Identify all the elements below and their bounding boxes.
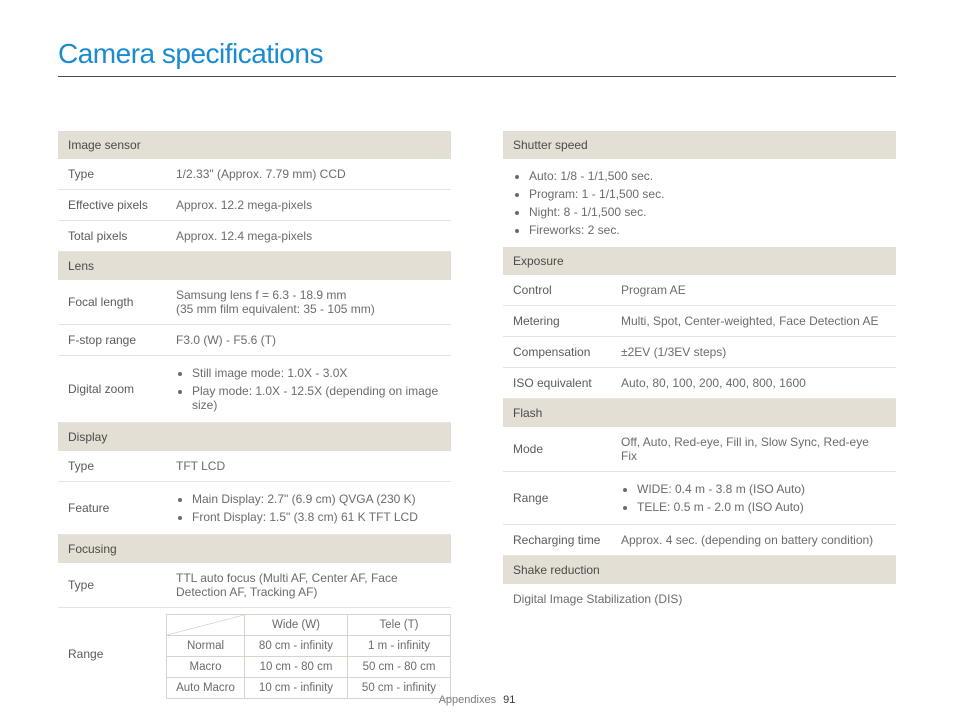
spec-value: 1/2.33" (Approx. 7.79 mm) CCD bbox=[166, 159, 451, 190]
spec-value: Samsung lens f = 6.3 - 18.9 mm (35 mm fi… bbox=[166, 280, 451, 325]
range-row-label: Macro bbox=[167, 657, 245, 678]
range-col-header: Tele (T) bbox=[348, 615, 451, 636]
spec-value: F3.0 (W) - F5.6 (T) bbox=[166, 325, 451, 356]
left-column: Image sensor Type1/2.33" (Approx. 7.79 m… bbox=[58, 131, 451, 699]
spec-key: Recharging time bbox=[503, 525, 611, 556]
page-number: 91 bbox=[503, 694, 515, 706]
bullet-item: Night: 8 - 1/1,500 sec. bbox=[529, 203, 886, 221]
spec-key: Effective pixels bbox=[58, 190, 166, 221]
bullet-item: Auto: 1/8 - 1/1,500 sec. bbox=[529, 167, 886, 185]
section-header: Flash bbox=[503, 399, 896, 428]
bullet-item: Front Display: 1.5" (3.8 cm) 61 K TFT LC… bbox=[192, 508, 441, 526]
spec-value: Auto, 80, 100, 200, 400, 800, 1600 bbox=[611, 368, 896, 399]
range-cell: 80 cm - infinity bbox=[245, 636, 348, 657]
spec-value: Multi, Spot, Center-weighted, Face Detec… bbox=[611, 306, 896, 337]
spec-value: Approx. 12.4 mega-pixels bbox=[166, 221, 451, 252]
spec-value: Wide (W) Tele (T) Normal 80 cm - infinit… bbox=[166, 608, 451, 700]
spec-value: WIDE: 0.4 m - 3.8 m (ISO Auto) TELE: 0.5… bbox=[611, 472, 896, 525]
range-blank-cell bbox=[167, 615, 245, 636]
spec-value: Still image mode: 1.0X - 3.0X Play mode:… bbox=[166, 356, 451, 423]
bullet-item: Main Display: 2.7" (6.9 cm) QVGA (230 K) bbox=[192, 490, 441, 508]
spec-key: Feature bbox=[58, 482, 166, 535]
bullet-item: Fireworks: 2 sec. bbox=[529, 221, 886, 239]
spec-key: ISO equivalent bbox=[503, 368, 611, 399]
spec-key: Metering bbox=[503, 306, 611, 337]
spec-key: F-stop range bbox=[58, 325, 166, 356]
range-table: Wide (W) Tele (T) Normal 80 cm - infinit… bbox=[166, 614, 451, 699]
spec-key: Type bbox=[58, 563, 166, 608]
section-header: Focusing bbox=[58, 535, 451, 564]
spec-key: Range bbox=[503, 472, 611, 525]
right-column: Shutter speed Auto: 1/8 - 1/1,500 sec. P… bbox=[503, 131, 896, 699]
spec-key: Focal length bbox=[58, 280, 166, 325]
bullet-item: WIDE: 0.4 m - 3.8 m (ISO Auto) bbox=[637, 480, 886, 498]
range-cell: 1 m - infinity bbox=[348, 636, 451, 657]
section-header: Shake reduction bbox=[503, 556, 896, 585]
bullet-item: Still image mode: 1.0X - 3.0X bbox=[192, 364, 441, 382]
spec-value: Approx. 12.2 mega-pixels bbox=[166, 190, 451, 221]
spec-value: ±2EV (1/3EV steps) bbox=[611, 337, 896, 368]
footer-label: Appendixes bbox=[439, 694, 497, 706]
spec-value: Digital Image Stabilization (DIS) bbox=[503, 584, 896, 616]
spec-value: Auto: 1/8 - 1/1,500 sec. Program: 1 - 1/… bbox=[503, 159, 896, 247]
spec-value: Off, Auto, Red-eye, Fill in, Slow Sync, … bbox=[611, 427, 896, 472]
spec-value: TFT LCD bbox=[166, 451, 451, 482]
spec-key: Compensation bbox=[503, 337, 611, 368]
spec-value: Program AE bbox=[611, 275, 896, 306]
content-columns: Image sensor Type1/2.33" (Approx. 7.79 m… bbox=[58, 131, 896, 699]
spec-table-right: Shutter speed Auto: 1/8 - 1/1,500 sec. P… bbox=[503, 131, 896, 616]
section-header: Exposure bbox=[503, 247, 896, 275]
section-header: Lens bbox=[58, 252, 451, 281]
spec-key: Total pixels bbox=[58, 221, 166, 252]
spec-key: Range bbox=[58, 608, 166, 700]
spec-table-left: Image sensor Type1/2.33" (Approx. 7.79 m… bbox=[58, 131, 451, 699]
range-col-header: Wide (W) bbox=[245, 615, 348, 636]
bullet-item: Program: 1 - 1/1,500 sec. bbox=[529, 185, 886, 203]
spec-key: Type bbox=[58, 451, 166, 482]
spec-value: TTL auto focus (Multi AF, Center AF, Fac… bbox=[166, 563, 451, 608]
section-header: Display bbox=[58, 423, 451, 452]
bullet-item: TELE: 0.5 m - 2.0 m (ISO Auto) bbox=[637, 498, 886, 516]
spec-key: Control bbox=[503, 275, 611, 306]
spec-value: Main Display: 2.7" (6.9 cm) QVGA (230 K)… bbox=[166, 482, 451, 535]
bullet-item: Play mode: 1.0X - 12.5X (depending on im… bbox=[192, 382, 441, 414]
spec-value: Approx. 4 sec. (depending on battery con… bbox=[611, 525, 896, 556]
spec-key: Mode bbox=[503, 427, 611, 472]
section-header: Shutter speed bbox=[503, 131, 896, 159]
page-footer: Appendixes 91 bbox=[0, 694, 954, 706]
range-row-label: Normal bbox=[167, 636, 245, 657]
range-cell: 50 cm - 80 cm bbox=[348, 657, 451, 678]
range-cell: 10 cm - 80 cm bbox=[245, 657, 348, 678]
page-title: Camera specifications bbox=[58, 38, 896, 77]
spec-key: Type bbox=[58, 159, 166, 190]
spec-key: Digital zoom bbox=[58, 356, 166, 423]
section-header: Image sensor bbox=[58, 131, 451, 159]
